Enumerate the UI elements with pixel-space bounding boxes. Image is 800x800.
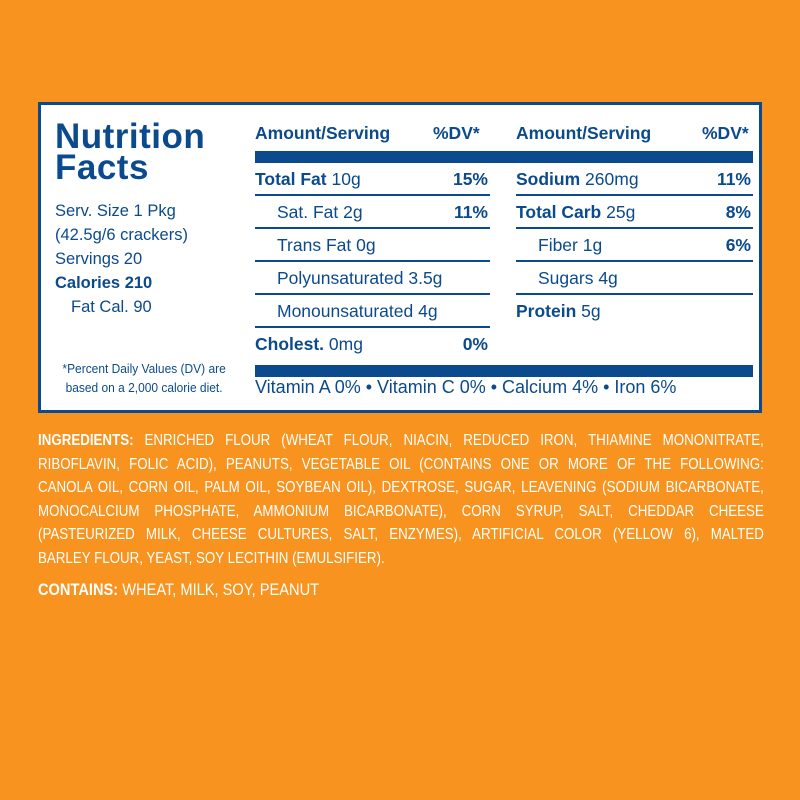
nutrition-facts-title: Nutrition Facts [55, 117, 206, 187]
nutrient-dv: 15% [452, 169, 488, 189]
ingredients-block: INGREDIENTS: ENRICHED FLOUR (WHEAT FLOUR… [38, 429, 764, 570]
ingredients-line: INGREDIENTS: ENRICHED FLOUR (WHEAT FLOUR… [38, 429, 764, 453]
fat-calories: Fat Cal. 90 [71, 298, 152, 316]
ingredients-text: BARLEY FLOUR, YEAST, SOY LECITHIN (EMULS… [38, 549, 385, 567]
nutrient-row: Monounsaturated 4g [255, 295, 490, 328]
nutrient-amount: 3.5g [408, 268, 443, 288]
nutrient-dv: 8% [725, 202, 751, 222]
header-amount-left: Amount/Serving [255, 123, 391, 143]
nutrient-row: Sugars 4g [516, 262, 753, 295]
nutrient-amount: 2g [343, 202, 363, 222]
ingredients-label: INGREDIENTS: [38, 432, 134, 449]
ingredients-text: ENRICHED FLOUR (WHEAT FLOUR, NIACIN, RED… [144, 432, 764, 449]
nutrient-name: Total Fat [255, 169, 327, 189]
header-amount-right: Amount/Serving [516, 123, 652, 143]
ingredients-line: (PASTEURIZED MILK, CHEESE CULTURES, SALT… [38, 523, 764, 547]
nutrient-amount: 10g [331, 169, 361, 189]
serving-info: Serv. Size 1 Pkg (42.5g/6 crackers) Serv… [55, 199, 188, 319]
nutrient-name: Protein [516, 301, 577, 321]
ingredients-line: RIBOFLAVIN, FOLIC ACID), PEANUTS, VEGETA… [38, 453, 764, 477]
nutrient-amount: 25g [606, 202, 636, 222]
nutrient-dv: 11% [716, 169, 751, 189]
nutrient-amount: 260mg [585, 169, 639, 189]
ingredients-line: CANOLA OIL, CORN OIL, PALM OIL, SOYBEAN … [38, 476, 764, 500]
nutrient-name: Monounsaturated [277, 301, 414, 321]
nutrient-name: Polyunsaturated [277, 268, 404, 288]
nutrient-amount: 0mg [328, 334, 363, 354]
nutrient-name: Fiber [538, 235, 578, 255]
ingredients-line: BARLEY FLOUR, YEAST, SOY LECITHIN (EMULS… [38, 547, 764, 571]
nutrient-row: Sodium 260mg 11% [516, 163, 753, 196]
nutrient-amount: 4g [598, 268, 618, 288]
nutrient-name: Sodium [516, 169, 581, 189]
dv-footnote: *Percent Daily Values (DV) are based on … [53, 359, 235, 397]
nutrient-amount: 0g [356, 235, 376, 255]
footnote-line-2: based on a 2,000 calorie diet. [65, 380, 223, 395]
nutrient-amount: 1g [582, 235, 603, 255]
header-divider-bar [255, 151, 753, 163]
ingredients-text: (PASTEURIZED MILK, CHEESE CULTURES, SALT… [38, 526, 764, 543]
nutrient-amount: 4g [418, 301, 438, 321]
contains-text: WHEAT, MILK, SOY, PEANUT [122, 580, 320, 599]
title-line-2: Facts [55, 148, 149, 187]
vitamin-divider-bar [255, 365, 753, 377]
nutrient-name: Total Carb [516, 202, 602, 222]
nutrient-amount: 5g [581, 301, 601, 321]
footnote-line-1: *Percent Daily Values (DV) are [62, 361, 226, 376]
nutrient-name: Trans Fat [277, 235, 352, 255]
ingredients-text: RIBOFLAVIN, FOLIC ACID), PEANUTS, VEGETA… [38, 455, 764, 473]
header-dv-left: %DV* [433, 123, 480, 143]
nutrient-row: Cholest. 0mg 0% [255, 328, 490, 361]
nutrient-dv: 11% [453, 202, 488, 222]
ingredients-text: MONOCALCIUM PHOSPHATE, AMMONIUM BICARBON… [38, 502, 764, 520]
vitamins-minerals: Vitamin A 0% • Vitamin C 0% • Calcium 4%… [255, 377, 677, 397]
nutrient-row: Polyunsaturated 3.5g [255, 262, 490, 295]
nutrient-name: Cholest. [255, 334, 325, 354]
serving-detail: (42.5g/6 crackers) [55, 226, 188, 244]
ingredients-line: MONOCALCIUM PHOSPHATE, AMMONIUM BICARBON… [38, 500, 764, 524]
allergen-statement: CONTAINS: WHEAT, MILK, SOY, PEANUT [38, 580, 319, 600]
nutrient-row: Total Fat 10g 15% [255, 163, 490, 196]
calories: Calories 210 [55, 274, 153, 292]
servings: Servings 20 [55, 250, 143, 268]
nutrient-row: Sat. Fat 2g 11% [255, 196, 490, 229]
nutrient-row: Trans Fat 0g [255, 229, 490, 262]
title-line-1: Nutrition [55, 117, 206, 156]
serving-size: Serv. Size 1 Pkg [55, 202, 176, 220]
nutrient-name: Sat. Fat [277, 202, 339, 222]
header-dv-right: %DV* [702, 123, 749, 143]
nutrient-row: Total Carb 25g 8% [516, 196, 753, 229]
nutrient-dv: 0% [462, 334, 488, 354]
nutrition-facts-panel: Nutrition Facts Serv. Size 1 Pkg (42.5g/… [38, 102, 762, 413]
nutrient-table: Amount/Serving %DV* Amount/Serving %DV* … [255, 105, 753, 410]
nutrient-name: Sugars [538, 268, 594, 288]
nutrient-dv: 6% [725, 235, 751, 255]
ingredients-text: CANOLA OIL, CORN OIL, PALM OIL, SOYBEAN … [38, 479, 764, 496]
nutrient-row: Protein 5g [516, 295, 753, 328]
contains-label: CONTAINS: [38, 580, 119, 599]
nutrient-row: Fiber 1g 6% [516, 229, 753, 262]
